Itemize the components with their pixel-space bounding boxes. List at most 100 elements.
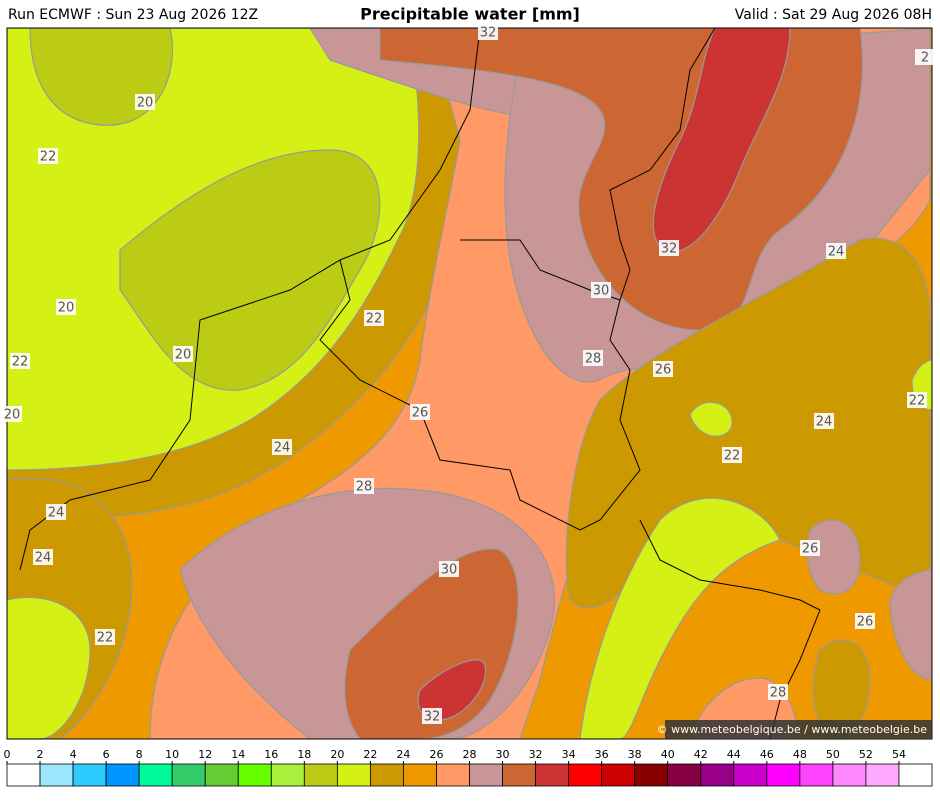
contour-label: 30 (593, 284, 610, 299)
colorbar-tick-label: 18 (297, 748, 311, 761)
colorbar-box (832, 763, 867, 787)
colorbar-tick-label: 52 (859, 748, 873, 761)
contour-label: 22 (12, 355, 29, 370)
colorbar-tick-label: 24 (396, 748, 410, 761)
colorbar-box (403, 763, 437, 787)
contour-label-box (95, 629, 115, 645)
colorbar-box (766, 763, 801, 787)
contour-label-box (907, 392, 927, 408)
contour-label-box (583, 350, 603, 366)
colorbar-box (502, 763, 536, 787)
contour-labels: 32 20 22 32 24 30 20 22 28 20 22 26 22 20 26 24 24 22 28 24… (2, 24, 935, 725)
contour-label: 20 (137, 96, 154, 111)
colorbar-box (436, 763, 470, 787)
contour-label-box (46, 504, 66, 520)
contour-label-box (410, 404, 430, 420)
colorbar-tick-label: 26 (429, 748, 443, 761)
colorbar-box (469, 763, 503, 787)
map-frame (6, 27, 933, 740)
colorbar-tick-label: 38 (628, 748, 642, 761)
contour-label: 20 (4, 408, 21, 423)
contour-label-box (364, 310, 384, 326)
contour-label: 24 (274, 441, 291, 456)
contour-label: 22 (366, 312, 383, 327)
colorbar-tick-label: 12 (198, 748, 212, 761)
colorbar-box (204, 763, 239, 787)
colorbar-box (171, 763, 206, 787)
colorbar-box (105, 763, 140, 787)
colorbar: 0 2 4 6 8 10 12 14 16 18 20 22 24 26 28 30 32 34 36 38 40 42 4… (4, 748, 933, 787)
colorbar-tick-label: 6 (103, 748, 110, 761)
contour-label: 28 (356, 480, 373, 495)
contour-label-box (855, 613, 875, 629)
colorbar-tick-label: 46 (760, 748, 774, 761)
contour-label-box (478, 24, 498, 40)
contour-label-box (814, 413, 834, 429)
contour-label: 28 (770, 686, 787, 701)
colorbar-tick-label: 2 (37, 748, 44, 761)
contour-label: 32 (424, 710, 441, 725)
contour-label-box (915, 49, 935, 65)
colorbar-box (270, 763, 305, 787)
contour-label: 22 (724, 449, 741, 464)
colorbar-tick-label: 32 (529, 748, 543, 761)
colorbar-box (535, 763, 570, 787)
contour-label: 24 (828, 245, 845, 260)
colorbar-box (6, 763, 41, 787)
colorbar-tick-label: 34 (562, 748, 576, 761)
colorbar-tick-label: 22 (363, 748, 377, 761)
contour-label-box (173, 346, 193, 362)
colorbar-box (237, 763, 272, 787)
map-field (7, 28, 932, 739)
contour-label-box (768, 684, 788, 700)
colorbar-box (138, 763, 173, 787)
colorbar-box (733, 763, 768, 787)
colorbar-tick-label: 48 (793, 748, 807, 761)
contour-label: 2 (921, 51, 929, 66)
colorbar-tick-label: 30 (496, 748, 510, 761)
contour-label: 28 (585, 352, 602, 367)
contour-label: 26 (857, 615, 874, 630)
colorbar-box (634, 763, 669, 787)
colorbar-tick-label: 16 (264, 748, 278, 761)
colorbar-box (667, 763, 702, 787)
valid-label: Valid : Sat 29 Aug 2026 08H (735, 7, 932, 23)
contour-label: 20 (175, 348, 192, 363)
colorbar-tick-label: 44 (727, 748, 741, 761)
contour-label-box (422, 708, 442, 724)
map-title: Precipitable water [mm] (360, 5, 580, 24)
contour-label: 32 (661, 242, 678, 257)
contour-label: 26 (655, 363, 672, 378)
contour-label: 22 (40, 150, 57, 165)
contour-label-box (272, 439, 292, 455)
contour-label: 22 (97, 631, 114, 646)
contour-label-box (439, 561, 459, 577)
contour-label-box (33, 549, 53, 565)
contour-label: 24 (48, 506, 65, 521)
contour-label: 20 (58, 301, 75, 316)
copyright: © www.meteobelgique.be / www.meteobelgie… (657, 723, 928, 736)
contour-label-box (10, 353, 30, 369)
colorbar-box (898, 763, 933, 787)
colorbar-tick-label: 50 (826, 748, 840, 761)
copyright-box (665, 720, 932, 739)
colorbar-tick-label: 28 (463, 748, 477, 761)
colorbar-tick-label: 40 (661, 748, 675, 761)
colorbar-box (303, 763, 338, 787)
colorbar-box (336, 763, 371, 787)
contour-label-box (2, 406, 22, 422)
colorbar-tick-label: 10 (165, 748, 179, 761)
colorbar-tick-label: 54 (892, 748, 906, 761)
colorbar-box (865, 763, 900, 787)
contour-label: 24 (35, 551, 52, 566)
colorbar-tick-label: 0 (4, 748, 11, 761)
contour-label: 30 (441, 563, 458, 578)
contour-label: 32 (480, 26, 497, 41)
contour-label-box (354, 478, 374, 494)
contour-label: 26 (412, 406, 429, 421)
contour-label-box (653, 361, 673, 377)
colorbar-box (72, 763, 107, 787)
colorbar-box (39, 763, 74, 787)
contour-label-box (826, 243, 846, 259)
